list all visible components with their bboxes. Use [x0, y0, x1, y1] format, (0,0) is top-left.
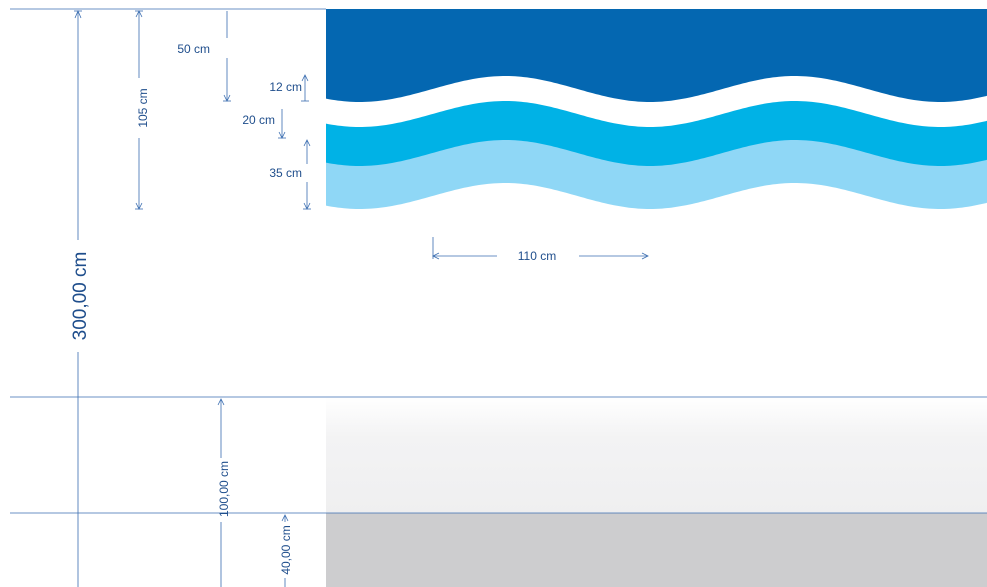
- skirting-panel: [326, 513, 987, 587]
- light-blue-wave-band: [326, 127, 987, 209]
- dark-band-dimension: [223, 11, 231, 102]
- mid-blue-wave-band: [326, 101, 987, 166]
- wainscot-label: 100,00 cm: [217, 461, 231, 517]
- mid-band-dimension: [278, 109, 286, 139]
- wainscot-panel: [326, 397, 987, 513]
- wave-period-dimension: [432, 237, 649, 260]
- light-band-label: 35 cm: [269, 166, 302, 180]
- wave-period-label: 110 cm: [518, 249, 556, 263]
- mid-band-label: 20 cm: [242, 113, 275, 127]
- total-height-dimension: [74, 9, 82, 587]
- skirting-label: 40,00 cm: [279, 525, 293, 574]
- white-gap-dimension: [301, 74, 309, 102]
- light-band-dimension: [303, 139, 311, 210]
- wainscot-dimension: [217, 398, 225, 587]
- top-band-label: 105 cm: [136, 88, 150, 127]
- dark-band-label: 50 cm: [177, 42, 210, 56]
- top-band-dimension: [135, 10, 143, 210]
- total-height-label: 300,00 cm: [70, 252, 91, 341]
- white-gap-label: 12 cm: [269, 80, 302, 94]
- skirting-dimension: [281, 514, 289, 587]
- dark-blue-wave-band: [326, 9, 987, 102]
